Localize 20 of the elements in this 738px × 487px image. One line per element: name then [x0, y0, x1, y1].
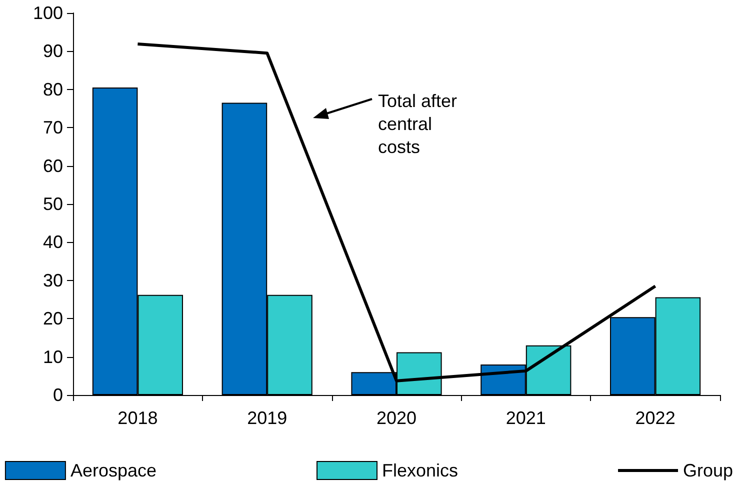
y-tick-label: 30	[42, 270, 63, 290]
y-tick-label: 40	[42, 232, 63, 252]
x-tick-label: 2020	[376, 408, 417, 428]
annotation: Total after central costs	[378, 90, 458, 159]
x-tick-label: 2019	[247, 408, 288, 428]
y-tick-label: 70	[42, 118, 63, 138]
y-tick-label: 50	[42, 194, 63, 214]
y-tick-label: 0	[52, 385, 63, 405]
x-tick-label: 2022	[635, 408, 676, 428]
legend-label: Group	[683, 460, 734, 480]
y-tick-label: 60	[42, 156, 63, 176]
y-tick-label: 90	[42, 41, 63, 62]
y-tick-label: 100	[32, 3, 63, 23]
legend-label: Aerospace	[70, 460, 157, 480]
y-tick-label: 20	[42, 308, 63, 329]
x-tick-label: 2018	[118, 408, 158, 428]
legend-label: Flexonics	[382, 460, 458, 480]
x-tick-label: 2021	[506, 408, 546, 428]
y-tick-label: 10	[42, 346, 63, 367]
y-tick-label: 80	[42, 79, 63, 100]
